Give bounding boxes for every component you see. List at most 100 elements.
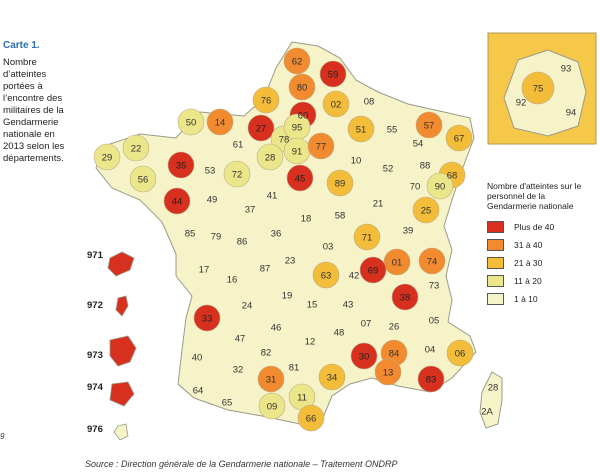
department-label-64: 64 — [193, 386, 204, 397]
department-area-69 — [359, 256, 387, 284]
department-label-51: 51 — [356, 125, 367, 136]
department-area-35 — [167, 151, 195, 179]
department-area-31 — [257, 365, 285, 393]
department-label-13: 13 — [383, 368, 394, 379]
department-label-76: 76 — [261, 96, 272, 107]
caption-text: Nombre d’atteintes portées à l’encontre … — [3, 57, 65, 164]
department-label-75: 75 — [533, 84, 544, 95]
overseas-shape-972 — [115, 295, 129, 317]
department-label-88: 88 — [420, 161, 431, 172]
department-label-33: 33 — [202, 314, 213, 325]
department-area-51 — [347, 115, 375, 143]
department-label-73: 73 — [429, 281, 440, 292]
department-label-45: 45 — [295, 174, 306, 185]
department-area-72 — [223, 160, 251, 188]
department-label-16: 16 — [227, 275, 238, 286]
department-area-74 — [418, 247, 446, 275]
department-label-26: 26 — [389, 322, 400, 333]
department-label-36: 36 — [271, 229, 282, 240]
department-label-93: 93 — [561, 64, 572, 75]
caption-label: Carte 1. — [3, 40, 40, 51]
legend-swatch — [487, 293, 504, 305]
overseas-shape-976 — [113, 423, 129, 441]
department-label-08: 08 — [364, 97, 375, 108]
department-label-37: 37 — [245, 205, 256, 216]
department-area-50 — [177, 108, 205, 136]
department-label-87: 87 — [260, 264, 271, 275]
department-area-83 — [417, 365, 445, 393]
department-label-21: 21 — [373, 199, 384, 210]
overseas-label-973: 973 — [87, 350, 103, 361]
department-label-62: 62 — [292, 57, 303, 68]
france-mainland-shape — [95, 41, 477, 425]
department-label-18: 18 — [301, 214, 312, 225]
department-label-17: 17 — [199, 265, 210, 276]
department-label-22: 22 — [131, 144, 142, 155]
department-area-14 — [206, 108, 234, 136]
department-area-67 — [445, 124, 473, 152]
department-label-11: 11 — [297, 393, 307, 404]
overseas-label-974: 974 — [87, 382, 104, 393]
department-label-69: 69 — [368, 266, 379, 277]
department-label-72: 72 — [232, 170, 243, 181]
department-label-91: 91 — [292, 147, 303, 158]
department-area-56 — [129, 165, 157, 193]
department-area-89 — [326, 169, 354, 197]
department-area-22 — [122, 134, 150, 162]
department-area-28 — [256, 143, 284, 171]
overseas-label-972: 972 — [87, 300, 103, 311]
department-label-66: 66 — [306, 414, 317, 425]
department-area-33 — [193, 304, 221, 332]
department-label-54: 54 — [413, 139, 424, 150]
department-label-65: 65 — [222, 398, 233, 409]
department-label-56: 56 — [138, 175, 149, 186]
department-label-10: 10 — [351, 156, 362, 167]
department-label-80: 80 — [297, 83, 308, 94]
department-label-78: 78 — [279, 135, 290, 146]
department-label-05: 05 — [429, 316, 440, 327]
department-area-62 — [283, 47, 311, 75]
department-label-03: 03 — [323, 242, 334, 253]
legend-label: 11 à 20 — [514, 276, 542, 286]
department-area-09 — [258, 392, 286, 420]
department-label-25: 25 — [421, 206, 432, 217]
legend-row: 1 à 10 — [487, 290, 595, 308]
department-label-09: 09 — [267, 402, 278, 413]
department-label-15: 15 — [307, 300, 318, 311]
department-area-01 — [383, 248, 411, 276]
legend-row: Plus de 40 — [487, 218, 595, 236]
department-label-28: 28 — [488, 383, 499, 394]
department-area-27 — [247, 114, 275, 142]
department-label-95: 95 — [292, 123, 303, 134]
department-area-77 — [307, 132, 335, 160]
department-label-52: 52 — [383, 164, 394, 175]
department-label-35: 35 — [176, 161, 187, 172]
legend-label: 1 à 10 — [514, 294, 538, 304]
department-label-85: 85 — [185, 229, 196, 240]
department-label-68: 68 — [447, 171, 458, 182]
overseas-shape-971 — [107, 251, 135, 277]
legend-label: 31 à 40 — [514, 240, 543, 250]
department-label-71: 71 — [362, 233, 373, 244]
department-label-24: 24 — [242, 301, 253, 312]
department-label-77: 77 — [316, 142, 327, 153]
department-label-41: 41 — [267, 191, 278, 202]
department-area-29 — [93, 143, 121, 171]
department-label-83: 83 — [426, 375, 437, 386]
department-area-44 — [163, 187, 191, 215]
department-label-90: 90 — [435, 182, 446, 193]
department-area-75 — [521, 71, 555, 105]
department-label-70: 70 — [410, 182, 421, 193]
department-label-61: 61 — [233, 140, 244, 151]
department-label-34: 34 — [327, 373, 338, 384]
department-label-82: 82 — [261, 348, 272, 359]
department-label-46: 46 — [271, 323, 282, 334]
department-area-63 — [312, 261, 340, 289]
department-area-06 — [446, 339, 474, 367]
department-label-57: 57 — [424, 121, 435, 132]
department-area-71 — [353, 223, 381, 251]
department-label-40: 40 — [192, 353, 203, 364]
department-label-31: 31 — [266, 375, 277, 386]
legend-title: Nombre d'atteintes sur le personnel de l… — [487, 181, 582, 211]
